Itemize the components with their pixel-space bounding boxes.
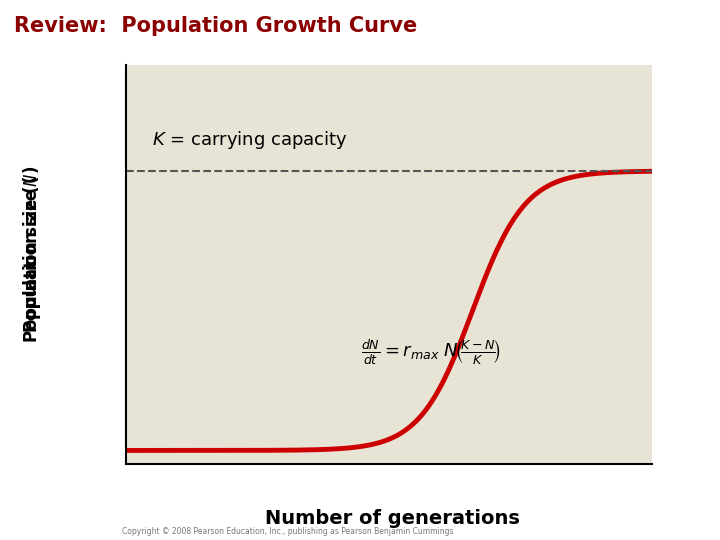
Text: Population size ($\mathit{N}$): Population size ($\mathit{N}$) (22, 165, 43, 342)
Text: Number of generations: Number of generations (265, 509, 520, 528)
Text: Copyright © 2008 Pearson Education, Inc., publishing as Pearson Benjamin Cumming: Copyright © 2008 Pearson Education, Inc.… (122, 526, 454, 536)
Text: Review:  Population Growth Curve: Review: Population Growth Curve (14, 16, 418, 36)
Text: $K$ = carrying capacity: $K$ = carrying capacity (152, 130, 348, 151)
Text: $\frac{dN}{dt} = r_{max}\ N\!\left(\!\frac{K - N}{K}\!\right)$: $\frac{dN}{dt} = r_{max}\ N\!\left(\!\fr… (361, 338, 501, 368)
Text: Population size (: Population size ( (23, 176, 42, 332)
